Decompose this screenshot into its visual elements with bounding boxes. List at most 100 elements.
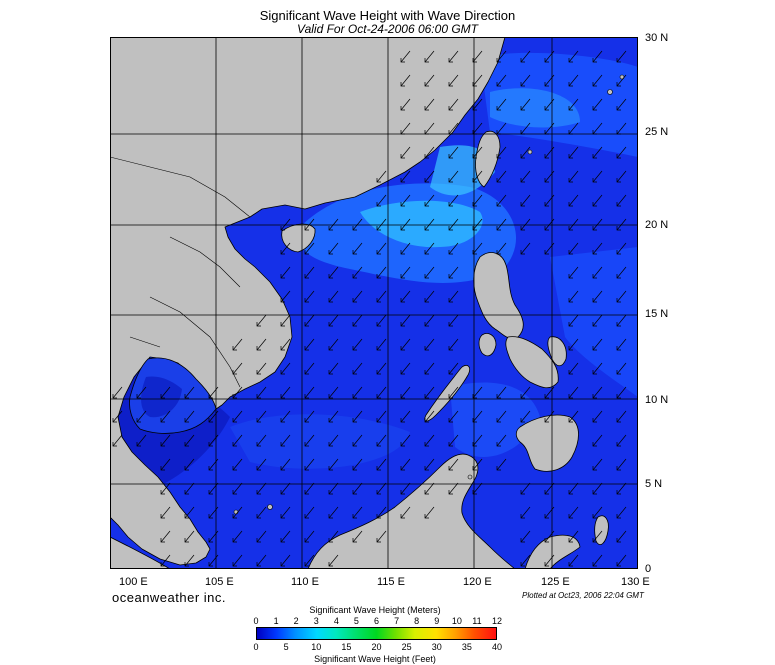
wave-arrow	[568, 146, 579, 159]
wave-arrow	[280, 266, 291, 279]
wave-arrow	[400, 362, 411, 375]
wave-arrow	[256, 506, 267, 519]
wave-arrow	[592, 482, 603, 495]
colorbar-meter-tick: 11	[472, 616, 482, 626]
land-islet-5	[233, 509, 239, 515]
wave-arrow	[304, 314, 315, 327]
wave-arrow	[328, 530, 339, 543]
colorbar-feet-tick: 5	[283, 642, 289, 652]
wave-arrow	[496, 434, 507, 447]
wave-arrow	[616, 530, 627, 543]
lat-label-30n: 30 N	[645, 32, 669, 44]
wave-arrow	[376, 218, 387, 231]
wave-arrow	[400, 122, 411, 135]
wave-arrow	[400, 482, 411, 495]
colorbar-feet-tick: 30	[431, 642, 442, 652]
colorbar-meter-tick: 5	[353, 616, 359, 626]
wave-arrow	[424, 482, 435, 495]
wave-arrow	[184, 530, 195, 543]
wave-arrow	[448, 458, 459, 471]
wave-arrow	[616, 314, 627, 327]
colorbar-feet-tick: 20	[371, 642, 382, 652]
colorbar-meter-tick: 4	[333, 616, 339, 626]
wave-arrow	[448, 314, 459, 327]
wave-arrow	[328, 266, 339, 279]
wave-arrow	[232, 434, 243, 447]
wave-arrow	[496, 458, 507, 471]
map-frame	[110, 37, 638, 569]
colorbar-meter-tick: 3	[313, 616, 319, 626]
land-borneo	[307, 453, 516, 569]
wave-arrow	[424, 458, 435, 471]
wave-arrow	[592, 50, 603, 63]
wave-direction-arrows	[112, 50, 627, 567]
wave-arrow	[568, 314, 579, 327]
wave-arrow	[352, 338, 363, 351]
wave-arrow	[520, 74, 531, 87]
wave-arrow	[424, 170, 435, 183]
land-halmahera	[594, 515, 609, 545]
wave-arrow	[160, 458, 171, 471]
wave-field-north-light	[490, 88, 580, 128]
wave-arrow	[232, 410, 243, 423]
wave-arrow	[544, 410, 555, 423]
land-visayas	[505, 336, 559, 389]
wave-arrow	[568, 338, 579, 351]
land-samar	[547, 336, 567, 367]
wave-arrow	[352, 290, 363, 303]
wave-arrow	[328, 242, 339, 255]
wave-arrow	[400, 506, 411, 519]
wave-arrow	[424, 386, 435, 399]
lon-label-115e: 115 E	[377, 576, 405, 588]
wave-arrow	[160, 530, 171, 543]
wave-arrow	[448, 290, 459, 303]
wave-field-east	[550, 247, 638, 397]
wave-arrow	[208, 458, 219, 471]
wave-arrow	[160, 410, 171, 423]
wave-arrow	[520, 98, 531, 111]
wave-arrow	[280, 530, 291, 543]
wave-arrow	[352, 530, 363, 543]
wave-arrow	[280, 314, 291, 327]
wave-arrow	[448, 242, 459, 255]
wave-arrow	[160, 434, 171, 447]
lat-label-0: 0	[645, 563, 652, 575]
wave-arrow	[160, 386, 171, 399]
wave-arrow	[352, 266, 363, 279]
wave-arrow	[616, 338, 627, 351]
wave-map	[110, 37, 638, 569]
wave-arrow	[424, 98, 435, 111]
wave-arrow	[544, 482, 555, 495]
wave-arrow	[544, 122, 555, 135]
wave-arrow	[424, 410, 435, 423]
wave-arrow	[208, 554, 219, 567]
wave-arrow	[472, 482, 483, 495]
wave-arrow	[304, 506, 315, 519]
wave-arrow	[544, 530, 555, 543]
wave-arrow	[544, 98, 555, 111]
wave-arrow	[328, 506, 339, 519]
wave-arrow	[400, 74, 411, 87]
wave-arrow	[424, 338, 435, 351]
wave-arrow	[280, 362, 291, 375]
wave-arrow	[376, 410, 387, 423]
wave-arrow	[544, 242, 555, 255]
wave-field-peak	[360, 200, 483, 248]
wave-arrow	[568, 74, 579, 87]
wave-arrow	[448, 50, 459, 63]
wave-arrow	[400, 338, 411, 351]
wave-arrow	[304, 386, 315, 399]
lat-label-5n: 5 N	[645, 478, 663, 490]
colorbar-meter-tick: 0	[253, 616, 259, 626]
wave-arrow	[184, 554, 195, 567]
wave-arrow	[376, 242, 387, 255]
wave-arrow	[592, 434, 603, 447]
chart-title: Significant Wave Height with Wave Direct…	[259, 8, 516, 23]
wave-arrow	[400, 434, 411, 447]
wave-arrow	[592, 338, 603, 351]
wave-arrow	[544, 554, 555, 567]
wave-arrow	[184, 482, 195, 495]
wave-arrow	[592, 194, 603, 207]
colorbar-feet-tick: 0	[253, 642, 259, 652]
colorbar-feet-tick: 40	[491, 642, 502, 652]
